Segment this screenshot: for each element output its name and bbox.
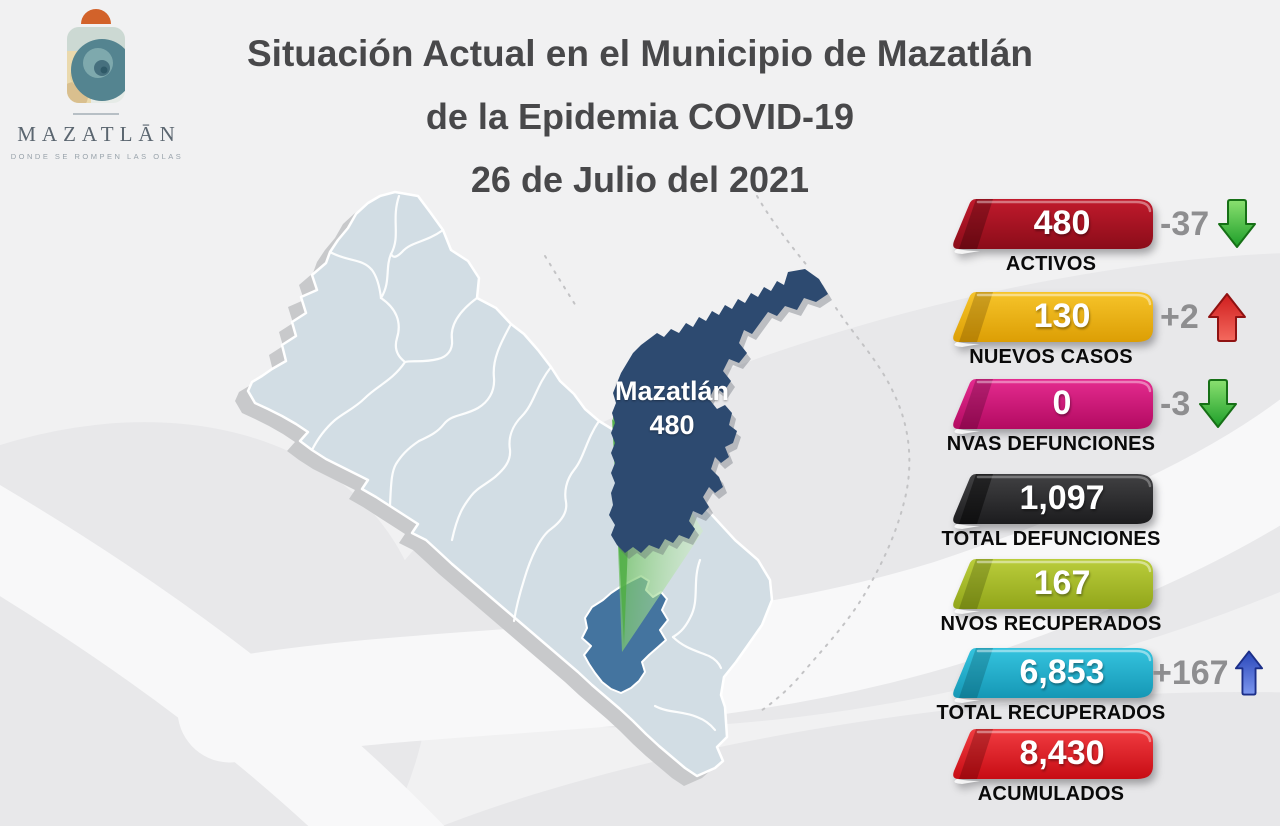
ribbon-shape [953, 648, 1153, 703]
stat-label: ACUMULADOS [977, 783, 1125, 805]
stat-total-recuperados: 6,853 TOTAL RECUPERADOS +167 [937, 647, 1280, 733]
stat-value: 130 [1033, 297, 1091, 335]
ribbon-shape [953, 199, 1153, 254]
map-shadow [235, 202, 759, 786]
ribbon-shape [953, 559, 1153, 614]
title-line-3: 26 de Julio del 2021 [470, 159, 810, 200]
stat-nuevos-casos: 130 NUEVOS CASOS +2 [948, 291, 1280, 377]
stat-activos: 480 ACTIVOS -37 [948, 198, 1280, 284]
stat-delta: -3 [1160, 378, 1238, 430]
stat-label: NVOS RECUPERADOS [940, 613, 1162, 635]
ribbon-shape [953, 292, 1153, 347]
ribbon-shape [953, 379, 1153, 434]
stat-value: 0 [1052, 384, 1072, 422]
region-name: Mazatlán [614, 376, 730, 406]
stat-banner: 480 [948, 198, 1154, 256]
state-silhouette [246, 190, 774, 778]
stat-label: TOTAL DEFUNCIONES [941, 528, 1161, 550]
ribbon-shape [953, 729, 1153, 784]
mazatlan-logo: MAZATLĀN DONDE SE ROMPEN LAS OLAS [5, 6, 187, 161]
stat-delta: -37 [1160, 198, 1257, 250]
logo-divider [73, 113, 119, 115]
region-active-count: 480 [649, 410, 695, 440]
logo-tagline: DONDE SE ROMPEN LAS OLAS [10, 152, 184, 161]
zoom-beam [612, 417, 703, 652]
stat-delta: +2 [1160, 291, 1247, 343]
delta-value: +167 [1152, 653, 1229, 692]
trend-up-icon [1207, 293, 1246, 342]
title-line-2: de la Epidemia COVID-19 [425, 96, 855, 137]
stat-label: ACTIVOS [1005, 253, 1097, 275]
delta-value: -3 [1160, 384, 1191, 423]
stat-nuevas-defunciones: 0 NVAS DEFUNCIONES -3 [947, 378, 1280, 464]
delta-value: -37 [1160, 204, 1210, 243]
region-callout-label: Mazatlán 480 [592, 374, 752, 442]
stat-total-defunciones: 1,097 TOTAL DEFUNCIONES [942, 473, 1280, 559]
stat-banner: 8,430 [948, 728, 1154, 786]
delta-value: +2 [1160, 297, 1199, 336]
stat-value: 6,853 [1019, 653, 1105, 691]
stat-banner: 167 [948, 558, 1154, 616]
mazatlan-municipality [581, 575, 669, 694]
stat-value: 8,430 [1019, 734, 1105, 772]
stat-label: TOTAL RECUPERADOS [936, 702, 1166, 724]
stat-banner: 0 [948, 378, 1154, 436]
municipality-borders [310, 194, 723, 732]
trend-down-icon [1199, 379, 1238, 428]
title-line-1: Situación Actual en el Municipio de Maza… [246, 33, 1033, 74]
trend-up-icon [1234, 650, 1263, 696]
stat-acumulados: 8,430 ACUMULADOS [948, 728, 1280, 814]
stat-delta: +167 [1152, 647, 1264, 699]
stat-banner: 130 [948, 291, 1154, 349]
stat-banner: 1,097 [948, 473, 1154, 531]
logo-wordmark: MAZATLĀN [17, 122, 181, 146]
stat-value: 480 [1033, 204, 1091, 242]
trend-down-icon [1218, 199, 1257, 248]
stat-label: NVAS DEFUNCIONES [946, 433, 1156, 455]
stat-banner: 6,853 [948, 647, 1154, 705]
stat-value: 167 [1033, 564, 1091, 602]
shell-icon [67, 9, 125, 103]
page-title: Situación Actual en el Municipio de Maza… [60, 22, 1220, 211]
stat-nuevos-recuperados: 167 NVOS RECUPERADOS [940, 558, 1280, 644]
stat-label: NUEVOS CASOS [969, 346, 1133, 368]
stat-value: 1,097 [1019, 479, 1105, 517]
ribbon-shape [953, 474, 1153, 529]
